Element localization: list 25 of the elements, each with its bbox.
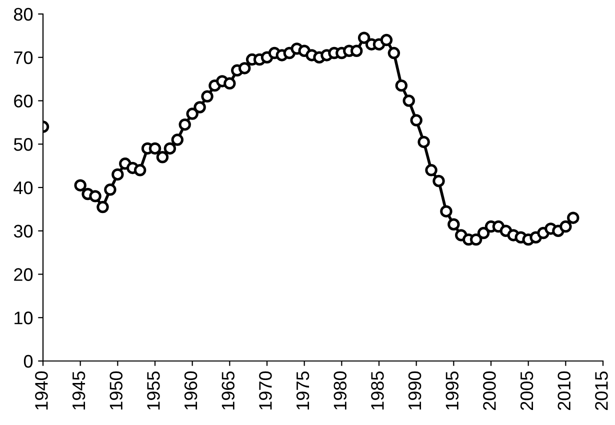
x-tick-label: 1940 bbox=[35, 371, 48, 410]
y-tick-label: 10 bbox=[14, 312, 33, 324]
x-tick-label: 1945 bbox=[72, 371, 86, 410]
x-tick-label: 1980 bbox=[334, 371, 347, 410]
y-tick-label: 0 bbox=[24, 354, 33, 368]
x-tick-label: 2010 bbox=[558, 371, 571, 410]
x-tick-label: 1985 bbox=[371, 371, 384, 410]
x-tick-label: 1995 bbox=[446, 371, 459, 410]
x-tick-label: 2000 bbox=[483, 371, 496, 410]
y-tick-label: 30 bbox=[14, 224, 33, 238]
x-tick-label: 1960 bbox=[184, 371, 198, 410]
x-tick-label: 1970 bbox=[259, 371, 272, 410]
y-tick-label: 20 bbox=[14, 268, 33, 281]
y-tick-label: 70 bbox=[14, 51, 33, 64]
x-tick-label: 1955 bbox=[147, 371, 160, 410]
x-tick-label: 1990 bbox=[408, 371, 422, 410]
y-tick-label: 60 bbox=[14, 94, 33, 108]
x-tick-label: 1950 bbox=[110, 371, 123, 410]
x-tick-label: 2015 bbox=[595, 371, 608, 410]
y-tick-label: 40 bbox=[14, 181, 33, 194]
x-tick-label: 1975 bbox=[296, 371, 310, 410]
x-tick-label: 2005 bbox=[520, 371, 534, 410]
y-tick-label: 50 bbox=[14, 138, 33, 151]
y-tick-label: 80 bbox=[14, 8, 33, 21]
x-tick-label: 1965 bbox=[222, 371, 235, 410]
